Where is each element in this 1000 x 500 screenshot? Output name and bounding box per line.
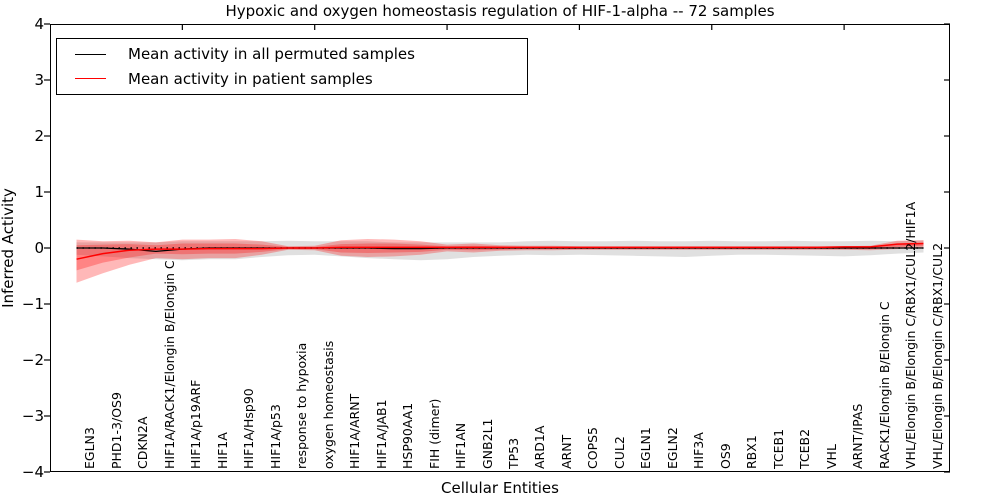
- x-tick-label: TCEB2: [797, 428, 813, 469]
- x-tick-label: HIF1A/ARNT: [347, 393, 363, 469]
- patient-mean-line: [76, 242, 924, 260]
- x-tick-label: ARD1A: [532, 425, 548, 469]
- patient-samples-range-inner-band: [76, 243, 924, 271]
- permuted-samples-range-band: [76, 240, 924, 261]
- x-tick-label: EGLN2: [664, 427, 680, 469]
- x-tick-label: EGLN1: [638, 427, 654, 469]
- x-tick-label: CDKN2A: [135, 416, 151, 469]
- y-tick-label: −3: [21, 407, 44, 425]
- legend-label: Mean activity in all permuted samples: [128, 45, 415, 64]
- x-tick-label: response to hypoxia: [294, 342, 310, 469]
- x-tick-label: HIF1A: [214, 432, 230, 469]
- y-tick-label: −2: [21, 351, 44, 369]
- x-tick-label: HIF1AN: [453, 422, 469, 469]
- x-tick-label: FIH (dimer): [426, 398, 442, 469]
- x-tick-label: HSP90AA1: [400, 402, 416, 469]
- x-axis-title: Cellular Entities: [441, 479, 559, 497]
- x-tick-label: HIF1A/JAB1: [373, 399, 389, 469]
- x-tick-label: HIF1A/p53: [267, 404, 283, 469]
- chart-title: Hypoxic and oxygen homeostasis regulatio…: [225, 2, 775, 20]
- x-tick-label: PHD1-3/OS9: [108, 392, 124, 469]
- legend-item: Mean activity in all permuted samples: [65, 42, 519, 66]
- permuted-line-swatch: [75, 53, 106, 55]
- x-tick-label: EGLN3: [82, 427, 98, 469]
- patient-line-swatch: [75, 78, 106, 80]
- y-tick-label: −1: [21, 295, 44, 313]
- x-tick-label: GNB2L1: [479, 418, 495, 469]
- x-tick-label: VHL/Elongin B/Elongin C/RBX1/CUL2: [929, 242, 945, 469]
- y-tick-label: 1: [34, 183, 44, 201]
- x-tick-label: COPS5: [585, 427, 601, 469]
- legend: Mean activity in all permuted samples Mea…: [56, 38, 528, 95]
- x-tick-label: HIF1A/RACK1/Elongin B/Elongin C: [161, 260, 177, 469]
- x-tick-label: HIF1A/p19ARF: [188, 379, 204, 469]
- x-tick-label: HIF1A/Hsp90: [241, 388, 257, 469]
- x-tick-label: ARNT/IPAS: [850, 403, 866, 469]
- x-tick-label: oxygen homeostasis: [320, 340, 336, 469]
- y-tick-label: 4: [34, 15, 44, 33]
- x-tick-label: HIF3A: [691, 432, 707, 469]
- legend-label: Mean activity in patient samples: [128, 69, 373, 88]
- y-tick-label: 0: [34, 239, 44, 257]
- x-tick-label: RBX1: [744, 435, 760, 469]
- x-tick-label: OS9: [717, 443, 733, 469]
- x-tick-label: VHL: [823, 444, 839, 469]
- y-tick-label: 2: [34, 127, 44, 145]
- x-tick-label: TCEB1: [770, 428, 786, 469]
- legend-item: Mean activity in patient samples: [65, 67, 519, 91]
- x-tick-label: CUL2: [611, 436, 627, 469]
- x-tick-label: RACK1/Elongin B/Elongin C: [876, 301, 892, 469]
- y-tick-label: 3: [34, 71, 44, 89]
- x-tick-label: TP53: [506, 437, 521, 469]
- x-tick-label: ARNT: [558, 434, 574, 469]
- x-tick-label: VHL/Elongin B/Elongin C/RBX1/CUL2/HIF1A: [903, 201, 919, 469]
- y-tick-label: −4: [21, 463, 44, 481]
